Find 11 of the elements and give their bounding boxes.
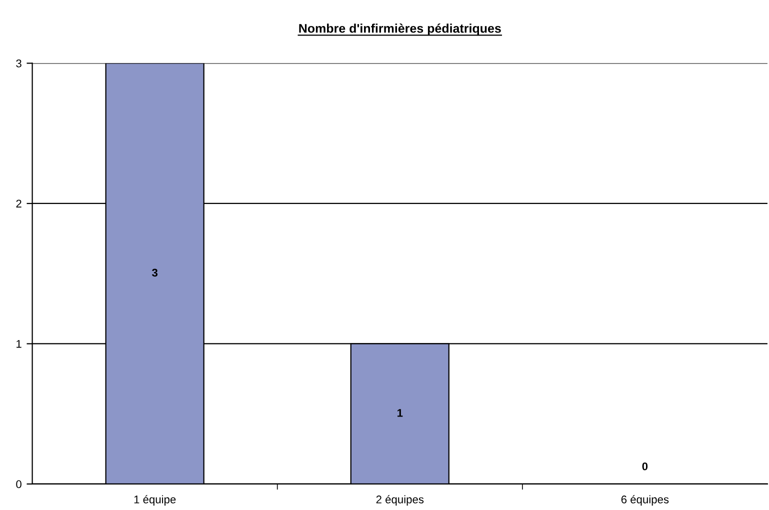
data-label: 1 <box>397 409 403 417</box>
y-tick-label: 2 <box>16 200 22 208</box>
data-label: 3 <box>152 268 158 277</box>
x-tick-label: 2 équipes <box>376 495 424 506</box>
y-tick-label: 3 <box>16 60 22 68</box>
chart-title: Nombre d'infirmières pédiatriques <box>299 24 501 36</box>
x-tick-label: 6 équipes <box>621 495 669 506</box>
data-label: 0 <box>642 462 648 470</box>
x-tick-label: 1 équipe <box>134 495 176 506</box>
y-tick-label: 1 <box>16 340 22 348</box>
y-tick-label: 0 <box>16 480 22 488</box>
